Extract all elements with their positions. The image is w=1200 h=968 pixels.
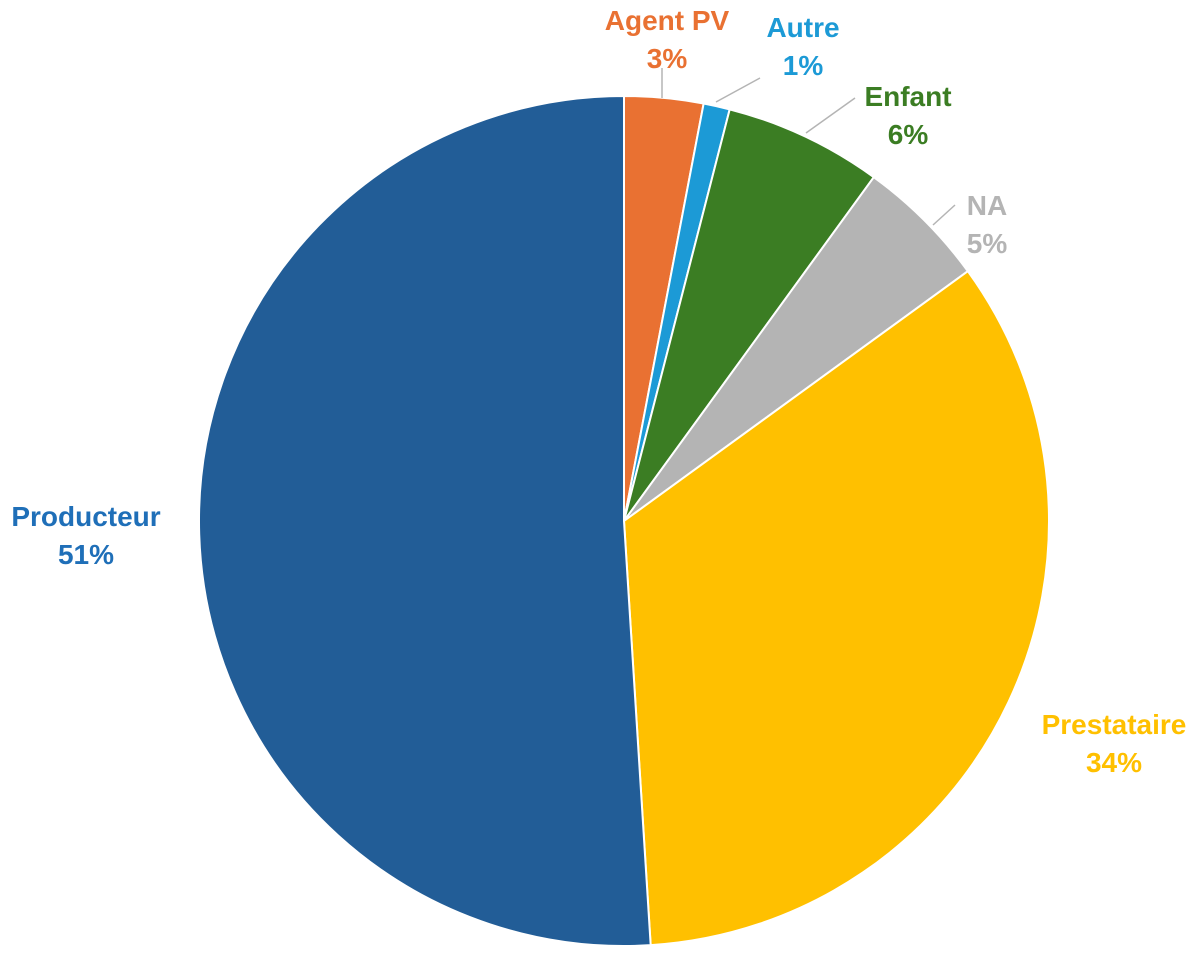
label-category-agent-pv: Agent PV [605, 5, 730, 36]
label-category-prestataire: Prestataire [1042, 709, 1187, 740]
leader-lines [661, 68, 956, 226]
data-label-enfant: Enfant 6% [864, 81, 951, 150]
label-category-na: NA [967, 190, 1007, 221]
label-percent-na: 5% [967, 228, 1008, 259]
label-percent-autre: 1% [783, 50, 824, 81]
label-percent-prestataire: 34% [1086, 747, 1142, 778]
data-label-na: NA 5% [967, 190, 1008, 259]
label-category-enfant: Enfant [864, 81, 951, 112]
pie-slice-producteur [198, 94, 652, 947]
leader-line-enfant [805, 97, 856, 134]
pie-slice-enfant [623, 108, 876, 522]
pie-slice-prestataire [622, 269, 1050, 947]
label-category-autre: Autre [766, 12, 839, 43]
leader-line-na [932, 204, 956, 226]
leader-line-autre [715, 77, 761, 103]
data-labels: Agent PV 3% Autre 1% Enfant 6% NA 5% Prestataire… [11, 5, 1186, 778]
pie-slices [198, 94, 1050, 947]
label-percent-enfant: 6% [888, 119, 929, 150]
data-label-agent-pv: Agent PV 3% [605, 5, 730, 74]
label-category-producteur: Producteur [11, 501, 160, 532]
label-percent-producteur: 51% [58, 539, 114, 570]
data-label-autre: Autre 1% [766, 12, 839, 81]
data-label-prestataire: Prestataire 34% [1042, 709, 1187, 778]
data-label-producteur: Producteur 51% [11, 501, 160, 570]
label-percent-agent-pv: 3% [647, 43, 688, 74]
